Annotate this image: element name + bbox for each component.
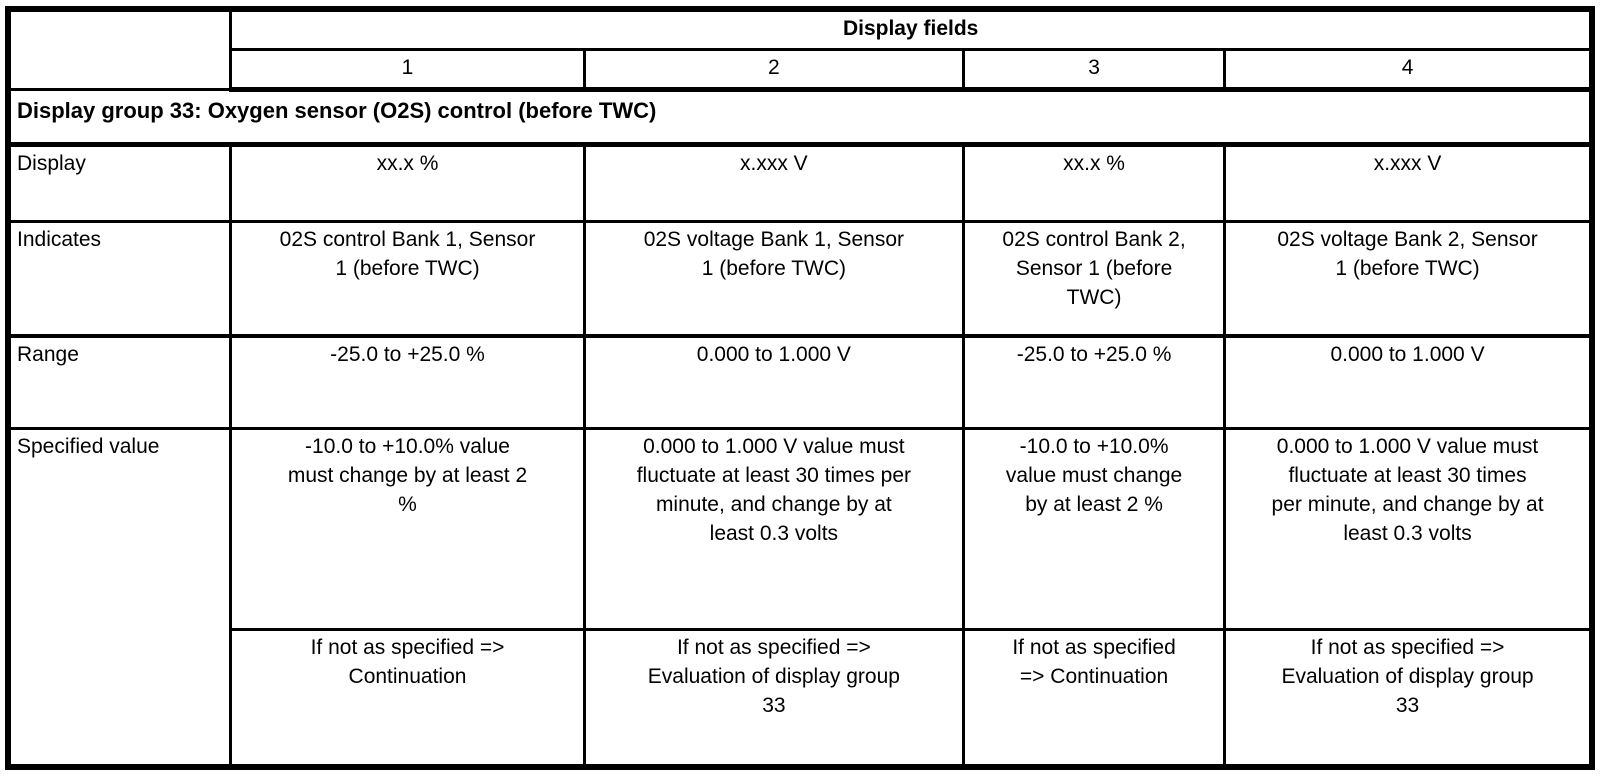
if-not-specified-cell-2: If not as specified => Evaluation of dis… (582, 627, 966, 769)
display-cell-4: x.xxx V (1223, 143, 1594, 223)
indicates-cell-1: 02S control Bank 1, Sensor 1 (before TWC… (229, 219, 586, 338)
specified-value-cell-2: 0.000 to 1.000 V value must fluctuate at… (582, 426, 966, 631)
range-row-label: Range (6, 333, 233, 430)
range-cell-3: -25.0 to +25.0 % (962, 333, 1227, 430)
indicates-row-label: Indicates (6, 219, 233, 338)
field-number-3: 3 (962, 47, 1227, 92)
corner-cell (6, 7, 233, 91)
specified-value-cell-1: -10.0 to +10.0% value must change by at … (229, 426, 586, 631)
specified-value-cell-4: 0.000 to 1.000 V value must fluctuate at… (1223, 426, 1594, 631)
field-number-2: 2 (582, 47, 966, 92)
display-cell-3: xx.x % (962, 143, 1227, 223)
display-cell-2: x.xxx V (582, 143, 966, 223)
display-cell-1: xx.x % (229, 143, 586, 223)
field-number-4: 4 (1223, 47, 1594, 92)
range-row: Range -25.0 to +25.0 % 0.000 to 1.000 V … (6, 333, 1594, 430)
indicates-cell-3: 02S control Bank 2, Sensor 1 (before TWC… (962, 219, 1227, 338)
group-title-row: Display group 33: Oxygen sensor (O2S) co… (6, 87, 1594, 148)
display-fields-header: Display fields (229, 7, 1594, 51)
if-not-specified-row: If not as specified => Continuation If n… (8, 627, 1594, 769)
if-not-specified-cell-3: If not as specified => Continuation (962, 627, 1227, 769)
indicates-cell-2: 02S voltage Bank 1, Sensor 1 (before TWC… (582, 219, 966, 338)
field-number-row: 1 2 3 4 (8, 47, 1594, 92)
field-number-1: 1 (229, 47, 586, 92)
range-cell-1: -25.0 to +25.0 % (229, 333, 586, 430)
display-row-label: Display (6, 143, 233, 223)
indicates-row: Indicates 02S control Bank 1, Sensor 1 (… (6, 219, 1594, 338)
range-cell-4: 0.000 to 1.000 V (1223, 333, 1594, 430)
group-title: Display group 33: Oxygen sensor (O2S) co… (6, 87, 1594, 148)
if-not-specified-cell-1: If not as specified => Continuation (229, 627, 586, 769)
specified-value-row-label: Specified value (6, 426, 233, 769)
range-cell-2: 0.000 to 1.000 V (582, 333, 966, 430)
specified-value-row: Specified value -10.0 to +10.0% value mu… (6, 426, 1594, 769)
display-row: Display xx.x % x.xxx V xx.x % x.xxx V (6, 143, 1594, 223)
specified-value-cell-3: -10.0 to +10.0% value must change by at … (962, 426, 1227, 631)
if-not-specified-cell-4: If not as specified => Evaluation of dis… (1223, 627, 1594, 769)
indicates-cell-4: 02S voltage Bank 2, Sensor 1 (before TWC… (1223, 219, 1594, 338)
display-group-table: Display fields 1 2 3 4 Display group 33:… (5, 6, 1595, 770)
display-fields-header-row: Display fields (6, 7, 1594, 91)
